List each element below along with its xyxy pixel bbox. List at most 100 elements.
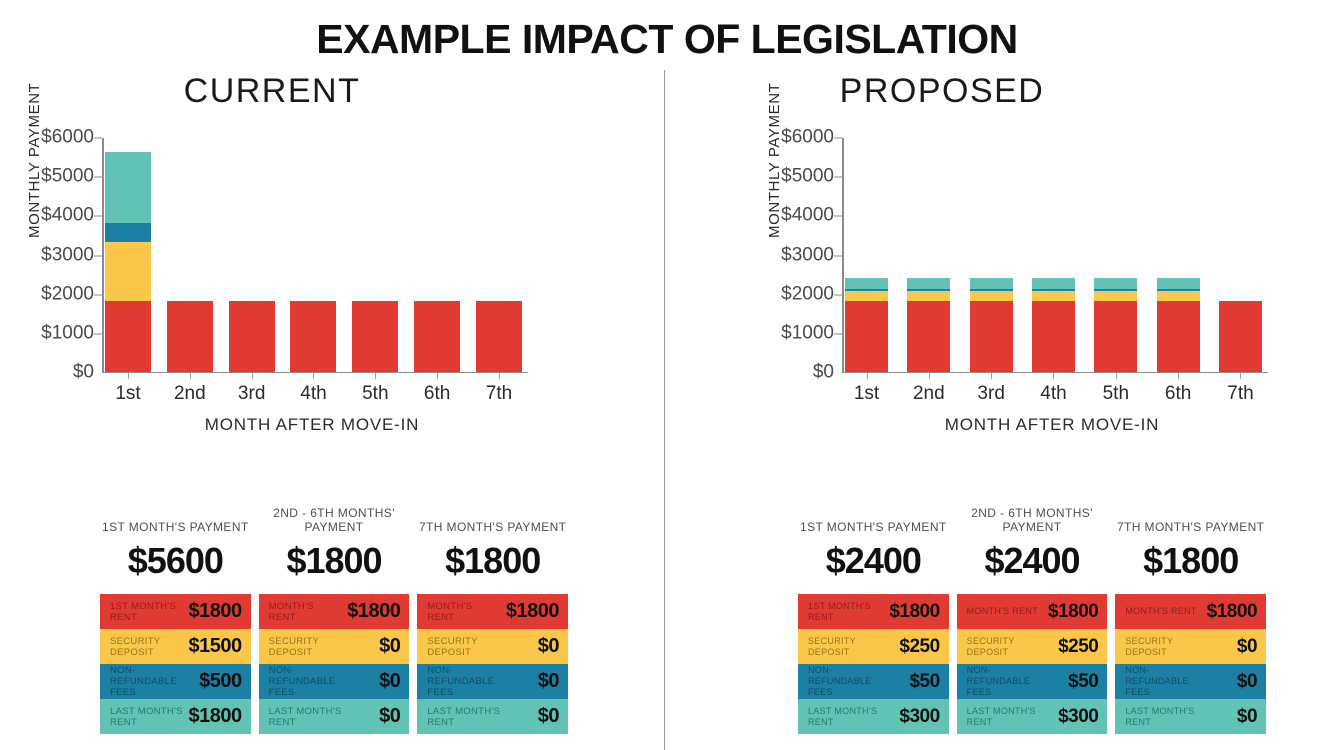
breakdown-row: MONTH'S RENT $1800 bbox=[258, 594, 410, 629]
bar-segment[interactable] bbox=[1094, 289, 1138, 292]
bar-column[interactable] bbox=[907, 138, 951, 379]
bar-segment[interactable] bbox=[969, 289, 1013, 292]
bar-segment[interactable] bbox=[105, 152, 151, 223]
bar-segment[interactable] bbox=[969, 291, 1013, 301]
bar-column[interactable] bbox=[475, 138, 522, 379]
bar-segment[interactable] bbox=[228, 301, 275, 372]
y-tick-mark bbox=[94, 176, 102, 178]
breakdown-row-value: $1800 bbox=[505, 600, 560, 622]
bar-segment[interactable] bbox=[1156, 289, 1200, 292]
bar-segment[interactable] bbox=[475, 301, 522, 372]
bar-segment[interactable] bbox=[1031, 277, 1075, 290]
bar-segment[interactable] bbox=[105, 222, 151, 243]
breakdown-row-label: 1ST MONTH'S RENT bbox=[808, 600, 871, 622]
bar-column[interactable] bbox=[166, 138, 213, 379]
bar-segment[interactable] bbox=[907, 289, 951, 292]
summary-card-total: $1800 bbox=[286, 540, 382, 581]
y-tick-label: $1000 bbox=[41, 322, 94, 344]
x-tick-label: 1st bbox=[853, 383, 880, 404]
x-tick-labels-current: 1st 2nd 3rd 4th 5th 6th 7th bbox=[105, 383, 522, 405]
breakdown-row: NON-REFUNDABLE FEES $0 bbox=[417, 664, 569, 699]
x-tick-mark bbox=[437, 372, 439, 379]
bar-segment[interactable] bbox=[105, 242, 151, 301]
bar-column[interactable] bbox=[1218, 138, 1262, 379]
breakdown-row: SECURITY DEPOSIT $1500 bbox=[100, 629, 251, 664]
bar-segment[interactable] bbox=[1156, 291, 1200, 301]
chart-proposed: MONTHLY PAYMENT $0 $1000 $2000 $3000 $4000 $5… bbox=[766, 83, 1300, 440]
bar-segment[interactable] bbox=[845, 277, 888, 290]
x-tick-label: 5th bbox=[362, 383, 389, 404]
breakdown-row-value: $250 bbox=[1058, 635, 1099, 657]
bar-column[interactable] bbox=[414, 138, 461, 379]
bar-column[interactable] bbox=[105, 138, 151, 379]
summary-card: 1ST MONTH'S PAYMENT $2400 1ST MONTH'S RENT… bbox=[798, 492, 949, 734]
bar-segment[interactable] bbox=[969, 301, 1013, 372]
breakdown-row-value: $1800 bbox=[347, 600, 401, 622]
breakdown-row-label: SECURITY DEPOSIT bbox=[808, 635, 856, 657]
x-tick-label: 2nd bbox=[173, 383, 206, 404]
x-axis-line bbox=[842, 371, 1268, 373]
breakdown-row-value: $1800 bbox=[188, 705, 243, 727]
x-tick-mark bbox=[128, 372, 129, 379]
breakdown-row-value: $50 bbox=[909, 670, 940, 692]
x-tick-mark bbox=[991, 372, 993, 379]
bar-segment[interactable] bbox=[414, 301, 461, 372]
bar-segment[interactable] bbox=[290, 301, 337, 372]
bar-column[interactable] bbox=[1156, 138, 1200, 379]
y-axis-line bbox=[842, 138, 844, 373]
breakdown-row: NON-REFUNDABLE FEES $500 bbox=[100, 664, 251, 699]
breakdown-row-value: $1500 bbox=[188, 635, 243, 657]
breakdown-table: MONTH'S RENT $1800 SECURITY DEPOSIT $0 NON-R… bbox=[417, 594, 569, 734]
bar-column[interactable] bbox=[352, 138, 399, 379]
x-tick-mark bbox=[251, 372, 253, 379]
bar-segment[interactable] bbox=[1094, 301, 1138, 372]
breakdown-row-label: NON-REFUNDABLE FEES bbox=[966, 665, 1031, 697]
bar-segment[interactable] bbox=[352, 301, 399, 372]
breakdown-row: LAST MONTH'S RENT $300 bbox=[956, 699, 1108, 734]
bar-segment[interactable] bbox=[907, 301, 951, 372]
breakdown-row-label: SECURITY DEPOSIT bbox=[1125, 635, 1174, 657]
panel-proposed: PROPOSED MONTHLY PAYMENT $0 $1000 $2000 $30… bbox=[670, 0, 1334, 750]
x-tick-label: 3rd bbox=[237, 383, 266, 404]
breakdown-row: NON-REFUNDABLE FEES $50 bbox=[956, 664, 1108, 699]
x-tick-mark bbox=[866, 372, 868, 379]
bar-segment[interactable] bbox=[1156, 277, 1200, 290]
bar-segment[interactable] bbox=[907, 291, 951, 301]
bar-column[interactable] bbox=[969, 138, 1013, 379]
bar-column[interactable] bbox=[228, 138, 275, 379]
breakdown-row-value: $0 bbox=[537, 705, 560, 727]
bar-segment[interactable] bbox=[969, 277, 1013, 290]
x-tick-label: 6th bbox=[1164, 383, 1192, 404]
summary-card-heading: 7TH MONTH'S PAYMENT bbox=[418, 520, 567, 534]
bar-segment[interactable] bbox=[1031, 289, 1075, 292]
bar-column[interactable] bbox=[290, 138, 337, 379]
bar-segment[interactable] bbox=[1094, 277, 1138, 290]
bar-column[interactable] bbox=[1031, 138, 1075, 379]
bar-segment[interactable] bbox=[1156, 301, 1200, 372]
bar-segment[interactable] bbox=[907, 277, 951, 290]
bar-segment[interactable] bbox=[845, 289, 888, 292]
breakdown-row-value: $1800 bbox=[1048, 600, 1099, 622]
bar-segment[interactable] bbox=[166, 301, 213, 372]
bar-segment[interactable] bbox=[1218, 301, 1262, 372]
bar-segment[interactable] bbox=[845, 291, 888, 301]
breakdown-row: NON-REFUNDABLE FEES $0 bbox=[1115, 664, 1267, 699]
x-axis-title-current: MONTH AFTER MOVE-IN bbox=[204, 415, 420, 434]
x-tick-mark bbox=[1178, 372, 1180, 379]
breakdown-row: SECURITY DEPOSIT $0 bbox=[417, 629, 569, 664]
breakdown-row: LAST MONTH'S RENT $0 bbox=[258, 699, 410, 734]
bar-segment[interactable] bbox=[1094, 291, 1138, 301]
x-tick-mark bbox=[928, 372, 930, 379]
summary-card: 2ND - 6TH MONTHS' PAYMENT $1800 MONTH'S RE… bbox=[258, 492, 410, 734]
bar-column[interactable] bbox=[845, 138, 888, 379]
bar-segment[interactable] bbox=[1031, 301, 1075, 372]
x-axis-title-proposed: MONTH AFTER MOVE-IN bbox=[944, 415, 1160, 434]
bar-column[interactable] bbox=[1094, 138, 1138, 379]
y-tick-label: $0 bbox=[72, 361, 94, 383]
breakdown-row: SECURITY DEPOSIT $0 bbox=[258, 629, 410, 664]
bar-segment[interactable] bbox=[1031, 291, 1075, 301]
summary-card-total: $2400 bbox=[984, 540, 1080, 581]
bar-segment[interactable] bbox=[105, 301, 151, 372]
bar-segment[interactable] bbox=[845, 301, 888, 372]
breakdown-row-label: MONTH'S RENT bbox=[1125, 606, 1197, 616]
